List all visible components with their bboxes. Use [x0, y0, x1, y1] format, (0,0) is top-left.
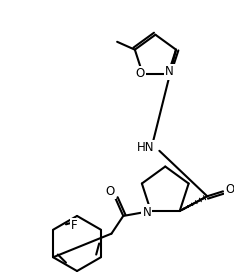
Text: N: N — [143, 206, 151, 219]
Text: N: N — [165, 65, 173, 78]
Text: HN: HN — [137, 141, 154, 154]
Text: O: O — [106, 185, 115, 198]
Text: O: O — [225, 183, 234, 196]
Text: F: F — [71, 219, 77, 232]
Text: O: O — [135, 67, 144, 80]
